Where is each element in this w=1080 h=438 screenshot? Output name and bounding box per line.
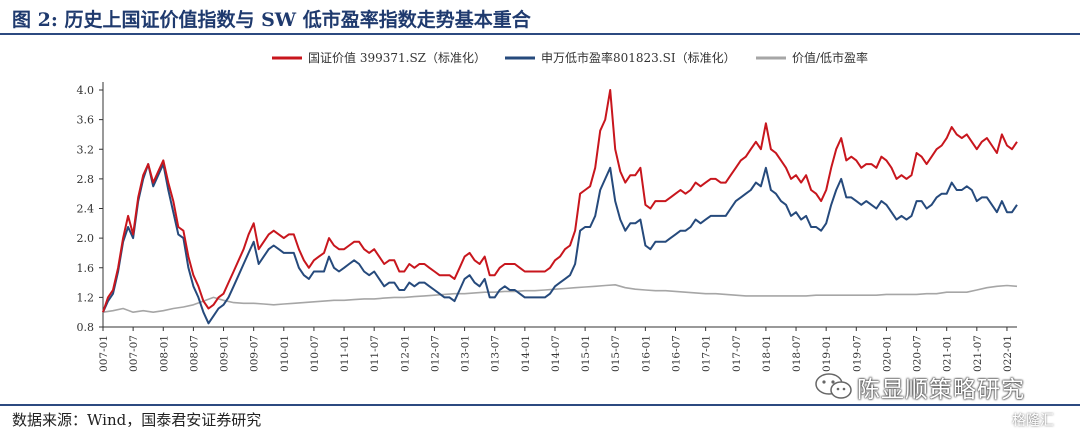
x-tick-label: 2012-07 (429, 335, 441, 372)
y-tick-label: 0.8 (77, 321, 95, 334)
x-tick-label: 2015-01 (580, 335, 592, 372)
x-tick-label: 2020-07 (912, 335, 924, 372)
source-note: 数据来源：Wind，国泰君安证券研究 (12, 411, 262, 429)
x-tick-label: 2010-01 (279, 335, 291, 372)
y-axis: 4.0 3.6 3.2 2.8 2.4 2.0 1.6 1.2 0.8 (77, 82, 104, 334)
y-tick-label: 2.8 (77, 173, 95, 186)
x-axis: 2007-01 2007-07 2008-01 2008-07 2009-01 2009-… (98, 326, 1017, 372)
series-line-1 (102, 163, 1018, 325)
wechat-logo-icon (815, 373, 852, 399)
x-tick-label: 2015-07 (610, 335, 622, 372)
plot-area (102, 89, 1018, 325)
y-tick-label: 3.2 (77, 143, 95, 156)
y-tick-label: 4.0 (77, 84, 95, 97)
x-tick-label: 2010-07 (309, 335, 321, 372)
y-tick-label: 2.4 (77, 203, 95, 216)
legend-label: 申万低市盈率801823.SI（标准化） (541, 50, 736, 65)
y-tick-label: 2.0 (77, 232, 95, 245)
x-tick-label: 2011-01 (339, 335, 351, 372)
x-tick-label: 2021-01 (942, 335, 954, 372)
x-tick-label: 2008-07 (188, 335, 200, 372)
x-tick-label: 2016-07 (671, 335, 683, 372)
x-tick-label: 2014-07 (550, 335, 562, 372)
x-tick-label: 2009-01 (219, 335, 231, 372)
x-tick-label: 2012-01 (399, 335, 411, 372)
x-tick-label: 2009-07 (249, 335, 261, 372)
brand-logo-icon (994, 412, 1010, 428)
x-tick-label: 2019-01 (821, 335, 833, 372)
x-tick-label: 2011-07 (369, 335, 381, 372)
x-tick-label: 2007-07 (128, 335, 140, 372)
x-tick-label: 2018-01 (761, 335, 773, 372)
x-tick-label: 2022-01 (1002, 335, 1014, 372)
legend-label: 国证价值 399371.SZ（标准化） (308, 50, 486, 65)
brand-label: 格隆汇 (1012, 413, 1054, 429)
chart-legend: 国证价值 399371.SZ（标准化） 申万低市盈率801823.SI（标准化） 价… (272, 50, 868, 65)
x-tick-label: 2007-01 (98, 335, 110, 372)
x-tick-label: 2014-01 (520, 335, 532, 372)
legend-label: 价值/低市盈率 (792, 50, 868, 65)
x-tick-label: 2016-01 (640, 335, 652, 372)
source-divider (0, 404, 1080, 406)
y-tick-label: 1.6 (77, 262, 95, 275)
x-tick-label: 2013-01 (460, 335, 472, 372)
x-tick-label: 2017-07 (731, 335, 743, 372)
figure-title: 图 2: 历史上国证价值指数与 SW 低市盈率指数走势基本重合 (12, 9, 531, 31)
x-tick-label: 2021-07 (972, 335, 984, 372)
series-line-0 (102, 89, 1018, 313)
x-tick-label: 2019-07 (851, 335, 863, 372)
title-divider (0, 33, 1080, 35)
y-tick-label: 3.6 (77, 114, 95, 127)
x-tick-label: 2008-01 (158, 335, 170, 372)
x-tick-label: 2020-01 (881, 335, 893, 372)
line-chart: 国证价值 399371.SZ（标准化） 申万低市盈率801823.SI（标准化） 价… (77, 50, 1018, 372)
y-tick-label: 1.2 (77, 291, 95, 304)
watermark-text: 陈显顺策略研究 (857, 377, 1025, 403)
x-tick-label: 2013-07 (490, 335, 502, 372)
series-line-2 (102, 284, 1018, 313)
x-tick-label: 2017-01 (701, 335, 713, 372)
x-tick-label: 2018-07 (791, 335, 803, 372)
